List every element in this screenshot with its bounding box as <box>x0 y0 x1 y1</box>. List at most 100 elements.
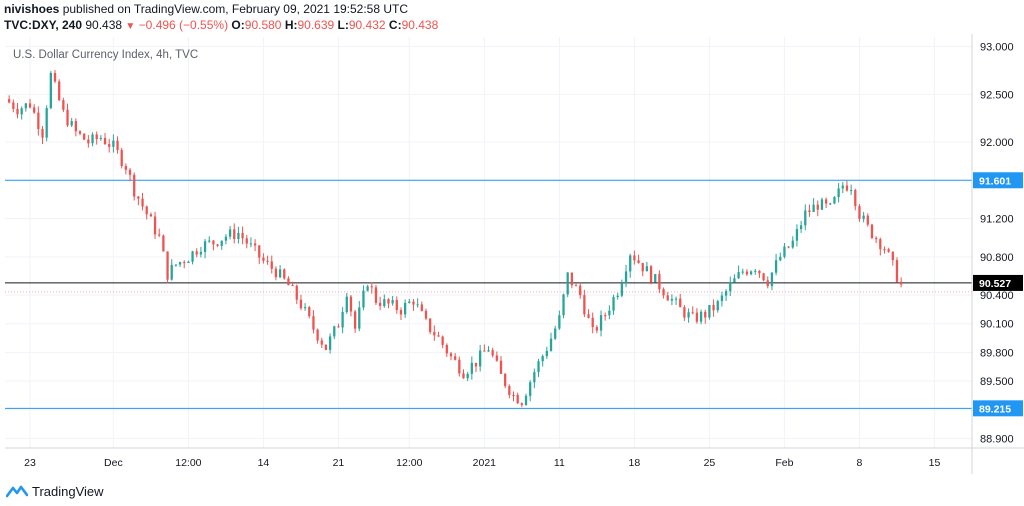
candle-body <box>62 100 65 110</box>
candle-body <box>387 299 390 304</box>
candle-body <box>837 188 840 198</box>
chart-title: U.S. Dollar Currency Index, 4h, TVC <box>13 49 198 61</box>
candle-body <box>212 240 215 245</box>
candle-body <box>879 239 882 250</box>
candle-body <box>153 216 157 235</box>
candle-body <box>158 234 161 236</box>
price-tag <box>973 172 1023 189</box>
candle-body <box>353 311 357 329</box>
candle-body <box>12 102 15 109</box>
candle-body <box>874 237 878 240</box>
candle-body <box>241 232 244 239</box>
chart-grid <box>5 37 972 448</box>
candle-body <box>579 285 582 296</box>
time-tick-label: Dec <box>104 457 123 469</box>
candle-body <box>733 278 736 283</box>
candle-body <box>895 260 899 282</box>
candle-body <box>887 249 890 252</box>
down-triangle-icon: ▼ <box>125 21 136 32</box>
candle-body <box>591 317 594 328</box>
candle-body <box>616 295 619 298</box>
candle-body <box>20 108 23 115</box>
candle-body <box>283 269 286 279</box>
candle-body <box>66 109 69 126</box>
candle-body <box>524 395 528 405</box>
candle-body <box>479 350 482 367</box>
candle-body <box>737 272 740 279</box>
candle-body <box>645 266 649 272</box>
candles <box>8 69 903 408</box>
candle-body <box>324 344 328 350</box>
footer: TradingView <box>6 482 104 500</box>
candle-body <box>270 261 273 269</box>
candle-body <box>804 210 807 226</box>
candle-body <box>545 350 548 357</box>
candle-body <box>141 198 144 207</box>
candle-body <box>16 108 19 115</box>
candle-body <box>112 140 115 147</box>
candle-body <box>808 210 811 213</box>
candle-body <box>120 149 123 167</box>
candle-body <box>429 318 432 332</box>
candle-body <box>103 138 107 145</box>
candle-body <box>287 278 290 286</box>
publish-info: nivishoes published on TradingView.com, … <box>4 1 1004 17</box>
candle-body <box>149 214 153 217</box>
candle-body <box>441 336 444 345</box>
candle-body <box>708 304 711 318</box>
candle-body <box>349 296 353 312</box>
candle-body <box>166 251 169 280</box>
price-axis[interactable]: 93.00092.50092.00091.60091.20090.80090.4… <box>973 42 1023 446</box>
candle-body <box>799 225 803 230</box>
candle-body <box>691 312 694 314</box>
price-tick-label: 90.800 <box>980 252 1014 264</box>
candle-body <box>820 199 824 210</box>
close-value: 90.438 <box>401 18 439 32</box>
candle-body <box>37 112 40 130</box>
candle-body <box>566 272 569 295</box>
candle-body <box>403 302 407 315</box>
price-chart[interactable]: 93.00092.50092.00091.60091.20090.80090.4… <box>0 34 1024 474</box>
candle-body <box>599 315 603 331</box>
tradingview-logo-icon <box>6 485 28 498</box>
candle-body <box>533 372 536 383</box>
time-axis[interactable]: 23 Dec 12:00 14 21 12:00 2021 11 18 25 Feb 8 15 <box>24 457 940 469</box>
candle-body <box>128 169 132 175</box>
candle-body <box>658 274 661 290</box>
candle-body <box>249 243 253 245</box>
candle-body <box>170 264 173 280</box>
candle-body <box>612 297 615 311</box>
brand-name[interactable]: TradingView <box>32 483 104 499</box>
candle-body <box>199 251 203 255</box>
candle-body <box>549 338 553 351</box>
candle-body <box>408 301 411 303</box>
price-tick-label: 89.500 <box>980 376 1014 388</box>
candle-body <box>45 108 48 138</box>
candle-body <box>24 103 27 109</box>
candle-body <box>378 302 382 307</box>
candle-body <box>745 271 749 275</box>
candle-body <box>833 197 836 204</box>
candle-body <box>537 361 540 373</box>
price-tag-label: 91.601 <box>979 175 1011 187</box>
time-tick-label: 25 <box>704 457 716 469</box>
candle-body <box>274 268 278 278</box>
candle-body <box>783 246 786 257</box>
time-tick-label: 23 <box>24 457 36 469</box>
candle-body <box>303 307 307 309</box>
pane-frame <box>5 34 1024 474</box>
candle-body <box>683 307 686 318</box>
author-name[interactable]: nivishoes <box>4 2 60 16</box>
candle-body <box>791 240 794 248</box>
candle-body <box>679 298 682 308</box>
candle-body <box>295 285 298 300</box>
candle-body <box>787 246 790 248</box>
candle-body <box>604 315 607 317</box>
chart-header: nivishoes published on TradingView.com, … <box>4 1 1004 35</box>
candle-body <box>729 282 732 292</box>
candle-body <box>299 299 303 309</box>
candle-body <box>695 312 699 322</box>
candle-body <box>28 103 32 108</box>
candle-body <box>337 326 340 328</box>
time-tick-label: 11 <box>554 457 565 469</box>
